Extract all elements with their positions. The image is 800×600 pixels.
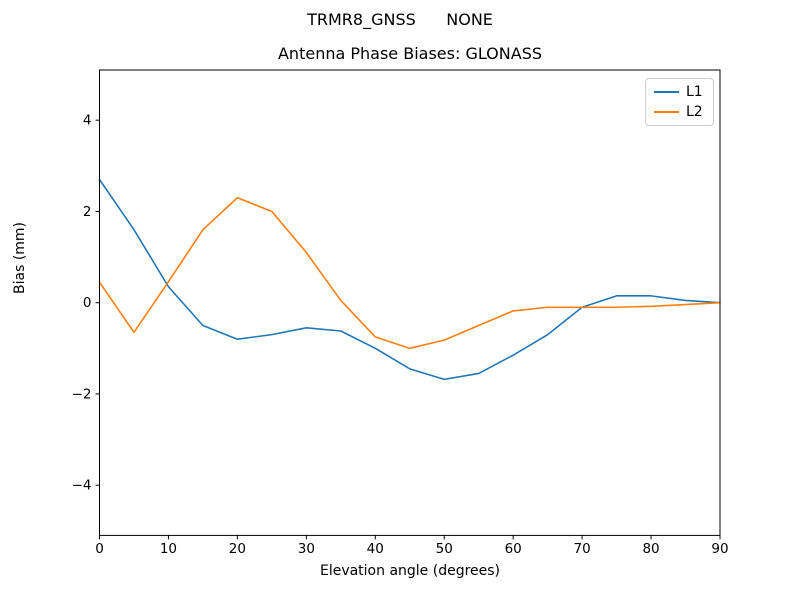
- y-tick-label: 4: [83, 113, 92, 129]
- x-tick-label: 50: [436, 541, 453, 557]
- legend-item-L2: L2: [654, 104, 705, 120]
- x-tick-label: 80: [642, 541, 659, 557]
- legend-line-L1: [654, 91, 679, 93]
- line-L2: [98, 196, 721, 350]
- x-tick-label: 60: [505, 541, 522, 557]
- y-tick-label: −4: [72, 478, 92, 494]
- x-tick-label: 0: [95, 541, 104, 557]
- legend-label: L2: [686, 104, 703, 120]
- legend-line-L2: [654, 111, 679, 113]
- x-tick-label: 20: [229, 541, 246, 557]
- x-tick-label: 10: [160, 541, 177, 557]
- x-tick-label: 40: [367, 541, 384, 557]
- x-axis-label: Elevation angle (degrees): [319, 563, 501, 579]
- y-tick-label: 0: [83, 295, 92, 311]
- y-tick-label: −2: [72, 386, 92, 402]
- legend-label: L1: [686, 84, 703, 100]
- axes-title: Antenna Phase Biases: GLONASS: [277, 44, 542, 63]
- axes-frame: [99, 69, 721, 536]
- x-tick-label: 90: [711, 541, 728, 557]
- y-tick-label: 2: [83, 204, 92, 220]
- legend: L1 L2: [645, 78, 714, 126]
- legend-item-L1: L1: [654, 84, 705, 100]
- figure-title: TRMR8_GNSS NONE: [307, 10, 493, 29]
- x-tick-label: 70: [574, 541, 591, 557]
- line-L1: [98, 178, 721, 381]
- y-axis-label: Bias (mm): [11, 221, 28, 294]
- x-tick-label: 30: [298, 541, 315, 557]
